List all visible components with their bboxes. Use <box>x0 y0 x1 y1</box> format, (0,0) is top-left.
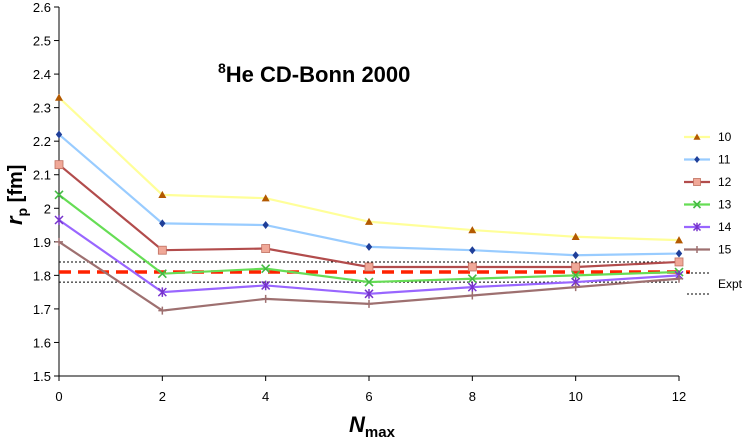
legend: 10 11 12 13 14 15 Expt <box>684 130 743 295</box>
data-point-10 <box>571 232 580 240</box>
data-point-13 <box>467 274 477 284</box>
legend-marker <box>694 156 700 163</box>
data-point-10 <box>468 226 477 234</box>
legend-item-14: 14 <box>684 220 732 234</box>
data-point-11 <box>262 221 269 230</box>
data-point-15 <box>158 306 167 315</box>
data-point-14 <box>157 287 167 297</box>
data-point-12 <box>54 160 64 170</box>
data-point-12 <box>364 262 374 272</box>
x-tick-label: 8 <box>469 389 476 404</box>
data-point-15 <box>675 274 683 283</box>
y-tick-label: 2.6 <box>33 0 51 15</box>
data-point-11 <box>55 130 63 139</box>
data-point-12 <box>571 262 581 272</box>
data-point-15 <box>365 299 373 308</box>
legend-label: 13 <box>718 198 732 212</box>
legend-item-10: 10 <box>684 130 732 144</box>
data-point-12 <box>674 257 684 267</box>
x-tick-label: 12 <box>672 389 686 404</box>
legend-marker <box>693 178 701 186</box>
data-point-13 <box>157 269 167 279</box>
y-tick-label: 1.7 <box>33 302 51 317</box>
legend-item-expt: Expt <box>687 272 743 295</box>
series-lines <box>54 93 684 315</box>
data-point-14 <box>54 215 64 225</box>
data-point-11 <box>675 249 683 258</box>
y-tick-label: 1.9 <box>33 235 51 250</box>
data-point-15 <box>261 294 270 303</box>
data-point-15 <box>55 237 63 246</box>
series-15 <box>55 237 683 315</box>
legend-marker <box>692 200 702 209</box>
data-point-14 <box>467 282 477 292</box>
y-tick-label: 2.5 <box>33 34 51 49</box>
x-axis-title-sub: max <box>365 424 396 440</box>
data-point-13 <box>54 190 64 200</box>
x-axis-title: Nmax <box>349 412 396 440</box>
data-point-11 <box>572 251 579 260</box>
title-main: He CD-Bonn 2000 <box>226 62 411 87</box>
legend-marker <box>692 222 702 232</box>
data-point-10 <box>675 236 683 244</box>
tick-marks <box>54 6 680 381</box>
legend-marker <box>693 246 701 253</box>
data-point-15 <box>571 283 580 292</box>
y-axis-title-main: r <box>2 215 27 225</box>
series-12 <box>54 160 684 272</box>
y-tick-label: 2.2 <box>33 134 51 149</box>
x-axis-title-main: N <box>349 412 366 437</box>
legend-label: 10 <box>718 130 732 144</box>
y-tick-label: 2.3 <box>33 101 51 116</box>
series-11 <box>55 130 683 260</box>
x-tick-label: 0 <box>55 389 62 404</box>
legend-item-12: 12 <box>684 175 732 189</box>
y-tick-labels: 1.5 1.6 1.7 1.8 1.9 2 2.1 2.2 2.3 2.4 2.5 2.6 <box>33 0 51 384</box>
y-tick-label: 1.8 <box>33 268 51 283</box>
series-13 <box>54 190 684 287</box>
legend-label: 15 <box>718 243 732 257</box>
data-point-11 <box>469 246 476 255</box>
legend-item-15: 15 <box>684 243 732 257</box>
data-point-10 <box>365 217 373 225</box>
data-point-12 <box>261 244 271 253</box>
data-point-10 <box>55 93 63 101</box>
data-point-11 <box>365 242 373 251</box>
chart-title: 8He CD-Bonn 2000 <box>218 60 410 87</box>
y-tick-label: 2.4 <box>33 67 51 82</box>
legend-label: 11 <box>718 153 731 167</box>
legend-expt-label: Expt <box>718 277 743 291</box>
legend-item-13: 13 <box>684 198 732 212</box>
data-point-13 <box>261 264 271 274</box>
data-point-11 <box>159 219 166 228</box>
data-point-14 <box>261 280 271 291</box>
legend-marker <box>693 133 701 140</box>
data-point-10 <box>158 190 167 199</box>
data-point-13 <box>364 277 374 287</box>
title-superscript: 8 <box>218 60 226 76</box>
legend-item-11: 11 <box>684 153 731 167</box>
x-tick-labels: 0 2 4 6 8 10 12 <box>55 389 686 404</box>
y-tick-label: 2.1 <box>33 168 51 183</box>
y-axis-title: rp [fm] <box>2 165 30 225</box>
legend-label: 14 <box>718 220 732 234</box>
x-tick-label: 6 <box>365 389 372 404</box>
x-tick-label: 4 <box>262 389 269 404</box>
data-point-14 <box>364 289 374 299</box>
legend-label: 12 <box>718 175 732 189</box>
series-10 <box>55 93 683 244</box>
y-axis-title-sub: p <box>14 208 30 217</box>
y-tick-label: 2 <box>44 201 51 216</box>
x-tick-label: 10 <box>568 389 582 404</box>
data-point-12 <box>157 245 167 255</box>
data-point-13 <box>571 270 581 280</box>
y-tick-label: 1.5 <box>33 369 51 384</box>
data-point-10 <box>261 194 270 202</box>
data-point-15 <box>468 291 477 300</box>
y-axis-title-unit: [fm] <box>5 165 27 208</box>
x-tick-label: 2 <box>159 389 166 404</box>
y-tick-label: 1.6 <box>33 335 51 350</box>
data-point-12 <box>467 262 477 272</box>
